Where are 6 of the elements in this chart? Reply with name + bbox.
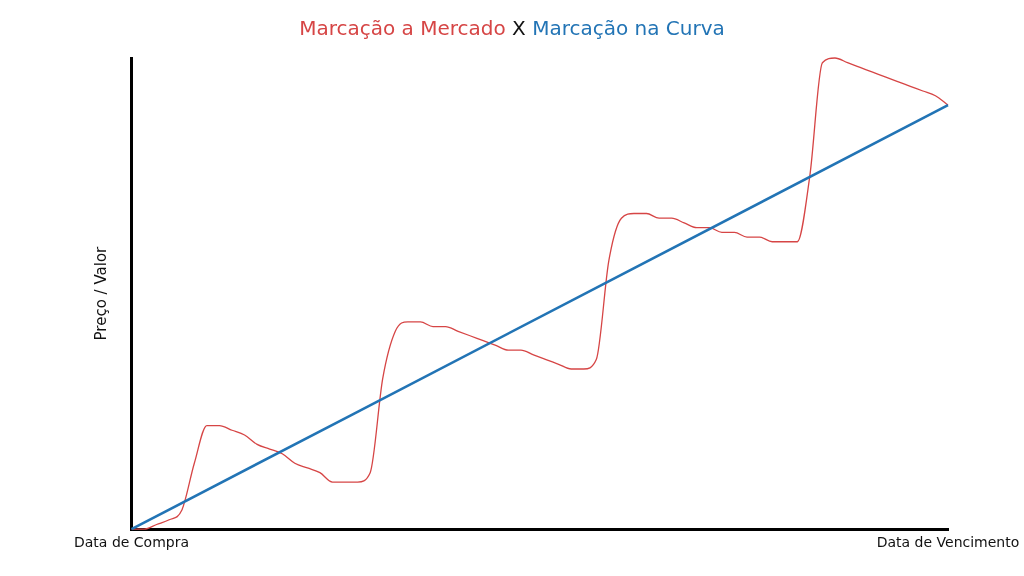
x-tick-label: Data de Vencimento	[876, 534, 1020, 551]
x-tick-label: Data de Compra	[74, 534, 190, 551]
text: Marcação na Curva	[532, 16, 725, 40]
chart-title: X	[511, 16, 527, 40]
y-axis-title: Preço / Valor	[92, 245, 111, 341]
text: Marcação a Mercado	[299, 16, 506, 40]
